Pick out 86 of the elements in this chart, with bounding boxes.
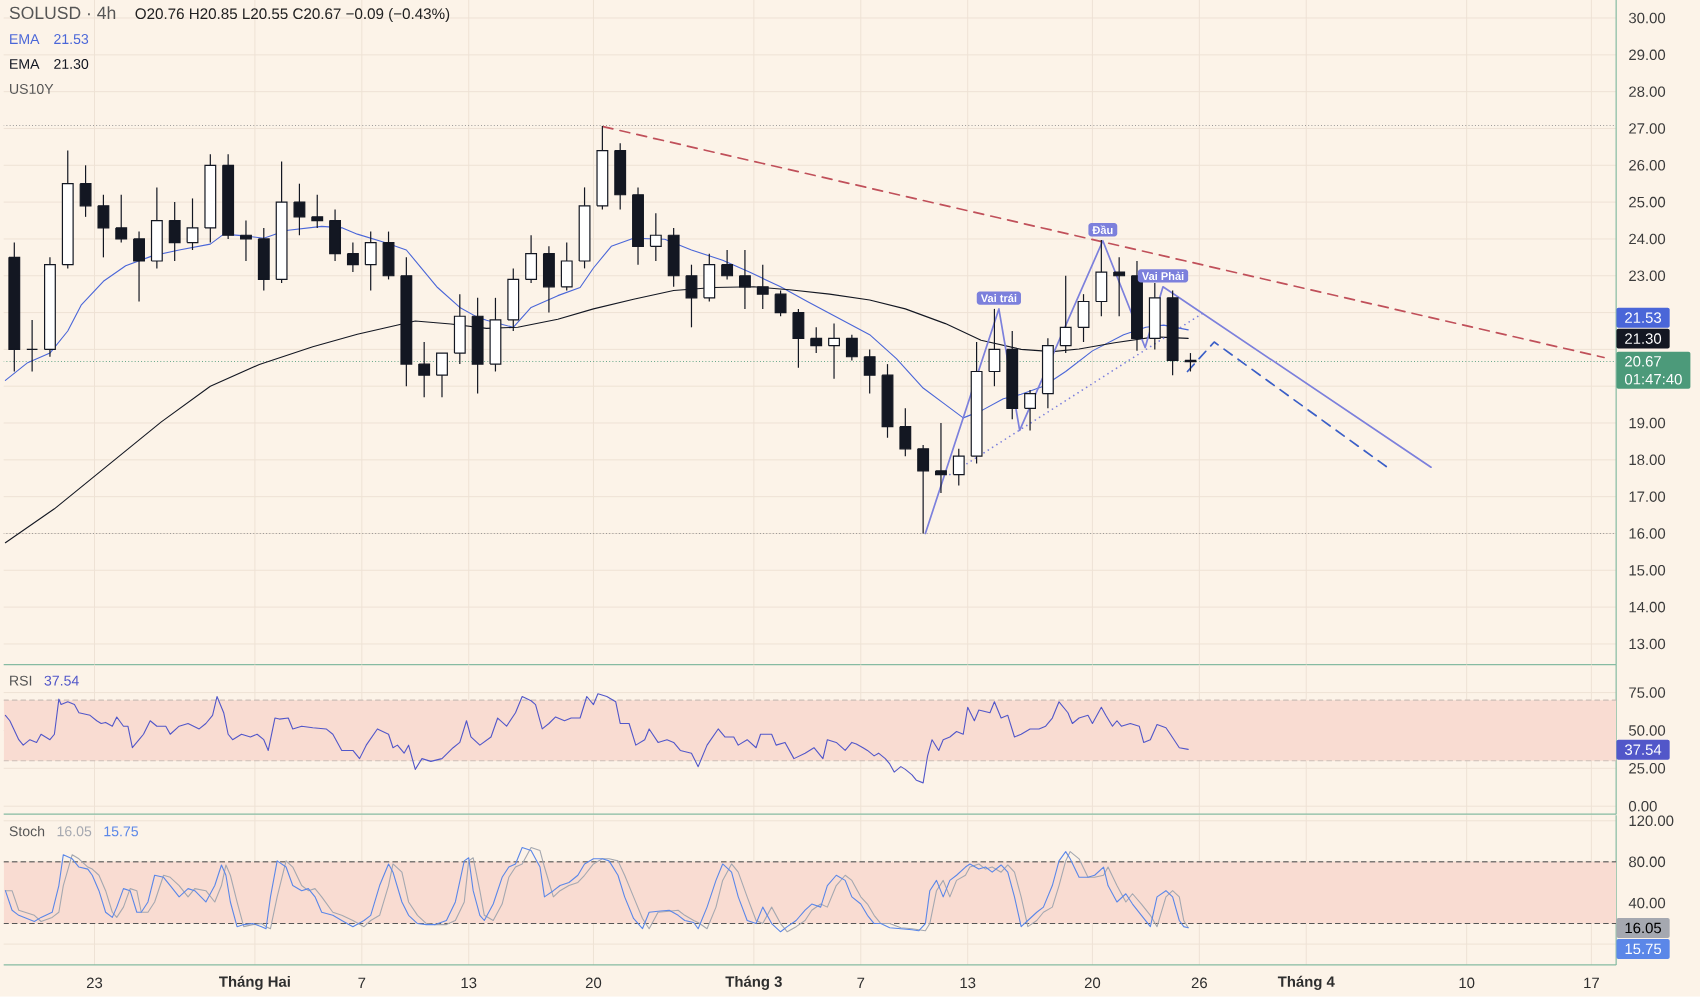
text: 21.30 bbox=[1625, 333, 1662, 344]
candlestick bbox=[1024, 389, 1037, 432]
y-tick-label: 19.00 bbox=[1629, 417, 1666, 429]
text: 21.53 bbox=[1625, 312, 1662, 324]
candlestick bbox=[79, 164, 92, 218]
y-tick-label: 120.00 bbox=[1629, 815, 1674, 827]
x-tick-label: 20 bbox=[585, 977, 602, 989]
candlestick bbox=[1113, 256, 1126, 317]
y-tick-label: 16.00 bbox=[1629, 528, 1666, 539]
x-tick-label: 13 bbox=[461, 977, 477, 989]
candlestick bbox=[436, 352, 448, 398]
candlestick bbox=[293, 183, 306, 236]
x-tick-label: 20 bbox=[1084, 977, 1101, 989]
text: 16.05 bbox=[1625, 922, 1662, 934]
y-tick-label: 26.00 bbox=[1629, 160, 1666, 171]
candlestick bbox=[346, 242, 359, 273]
candlestick bbox=[26, 319, 39, 373]
candlestick bbox=[311, 194, 324, 229]
x-tick-label: 17 bbox=[1584, 977, 1599, 989]
y-tick-label: 17.00 bbox=[1629, 491, 1666, 503]
y-tick-label: 29.00 bbox=[1629, 49, 1666, 61]
y-tick-label: 13.00 bbox=[1629, 638, 1666, 650]
candlestick bbox=[935, 422, 947, 494]
text: 01:47:40 bbox=[1624, 374, 1682, 385]
candlestick bbox=[828, 323, 840, 380]
y-tick-label: 50.00 bbox=[1629, 725, 1666, 736]
candlestick bbox=[917, 444, 930, 535]
x-tick-label: 26 bbox=[1191, 977, 1207, 989]
chart-subtitle: O20.76 H20.85 L20.55 C20.67 −0.09 (−0.43%) bbox=[135, 8, 450, 23]
y-tick-label: 30.00 bbox=[1628, 12, 1666, 24]
annotation: Vai trái bbox=[980, 294, 1017, 303]
candlestick bbox=[168, 201, 181, 262]
annotation: Đầu bbox=[1092, 225, 1113, 235]
y-tick-label: 0.00 bbox=[1628, 800, 1657, 812]
y-tick-label: 15.00 bbox=[1629, 565, 1666, 576]
text: EMA bbox=[10, 34, 40, 44]
x-tick-label: 7 bbox=[857, 977, 865, 989]
candlestick bbox=[1184, 352, 1197, 373]
x-tick-label: Tháng Hai bbox=[219, 975, 290, 990]
candlestick bbox=[364, 231, 377, 292]
y-tick-label: 14.00 bbox=[1629, 601, 1666, 613]
candlestick bbox=[418, 341, 431, 398]
y-tick-label: 24.00 bbox=[1629, 233, 1666, 245]
candlestick bbox=[845, 334, 858, 362]
annotation: 21.53 bbox=[54, 34, 89, 45]
candlestick bbox=[810, 326, 823, 354]
candlestick bbox=[133, 231, 145, 303]
x-tick-label: Tháng 3 bbox=[725, 975, 782, 990]
y-tick-label: 25.00 bbox=[1629, 196, 1666, 208]
candlestick bbox=[97, 194, 110, 259]
x-tick-label: 10 bbox=[1459, 977, 1475, 989]
annotation: Vai Phải bbox=[1141, 271, 1184, 281]
candlestick bbox=[899, 407, 912, 457]
chart-title: SOLUSD · 4h bbox=[9, 6, 116, 20]
y-tick-label: 40.00 bbox=[1628, 897, 1666, 909]
annotation: 16.05 bbox=[57, 826, 92, 837]
y-tick-label: 75.00 bbox=[1629, 687, 1666, 698]
text: 15.75 bbox=[1625, 943, 1662, 955]
text: Stoch bbox=[9, 826, 45, 837]
candlestick bbox=[240, 220, 252, 262]
candlestick bbox=[988, 308, 1001, 387]
annotation: 15.75 bbox=[104, 826, 139, 837]
x-tick-label: 7 bbox=[358, 977, 366, 989]
text: RSI bbox=[10, 675, 32, 686]
y-tick-label: 18.00 bbox=[1629, 454, 1666, 466]
annotation: 21.30 bbox=[54, 59, 89, 70]
x-tick-label: 13 bbox=[960, 977, 976, 989]
text: EMA bbox=[10, 59, 40, 69]
candlestick bbox=[115, 194, 128, 244]
candlestick bbox=[186, 197, 199, 251]
annotation: 37.54 bbox=[44, 675, 79, 686]
candlestick bbox=[952, 448, 965, 487]
y-tick-label: 23.00 bbox=[1629, 270, 1666, 282]
y-tick-label: 80.00 bbox=[1629, 856, 1666, 868]
x-tick-label: 23 bbox=[86, 977, 103, 989]
text: 37.54 bbox=[1624, 744, 1662, 756]
text: 20.67 bbox=[1625, 356, 1661, 367]
y-tick-label: 27.00 bbox=[1629, 123, 1666, 134]
x-tick-label: Tháng 4 bbox=[1277, 975, 1335, 990]
candlestick bbox=[721, 249, 734, 281]
candlestick bbox=[649, 212, 662, 262]
candlestick bbox=[774, 289, 787, 317]
candlestick bbox=[863, 348, 876, 395]
y-tick-label: 25.00 bbox=[1629, 763, 1666, 774]
annotation: US10Y bbox=[10, 84, 54, 95]
y-tick-label: 28.00 bbox=[1629, 86, 1666, 98]
